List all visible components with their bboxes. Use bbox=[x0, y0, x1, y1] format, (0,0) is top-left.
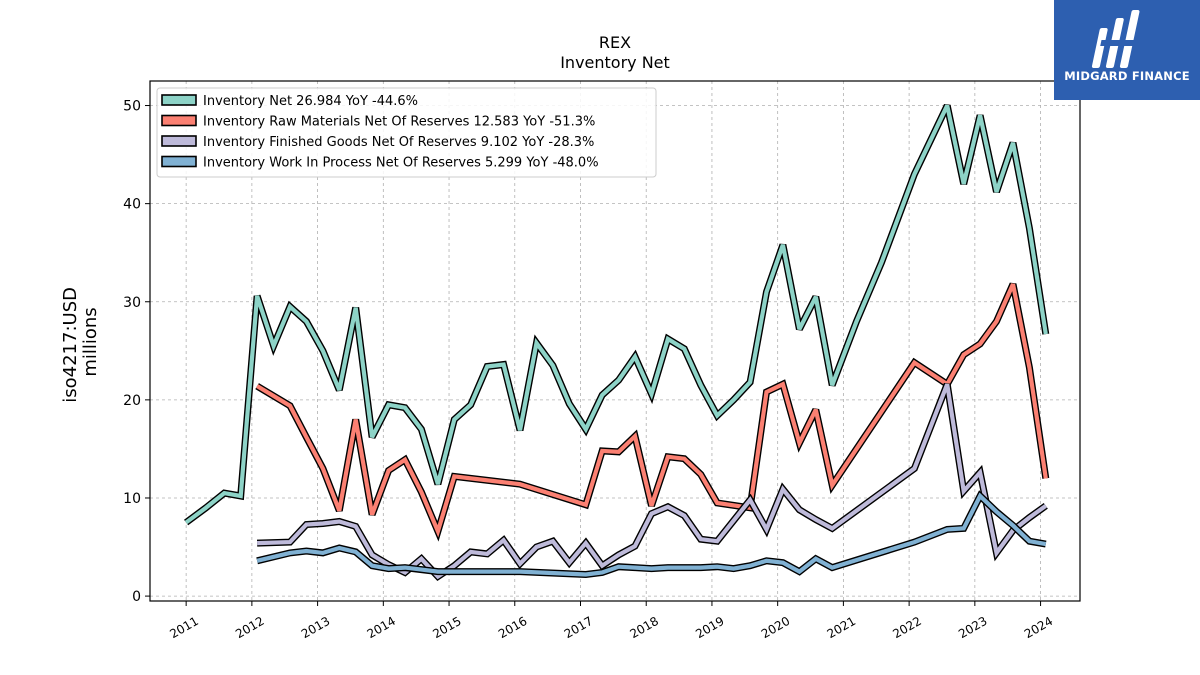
legend-swatch bbox=[161, 155, 197, 168]
series-3-line bbox=[257, 383, 1048, 580]
x-axis-ticks: 2011 2012 2013 2014 2015 2016 2017 2018 2019 2020… bbox=[167, 601, 1055, 641]
legend-label: Inventory Raw Materials Net Of Reserves … bbox=[203, 115, 595, 130]
y-tick-label: 50 bbox=[123, 99, 141, 115]
chart-title: REX bbox=[599, 33, 631, 52]
y-tick-label: 0 bbox=[132, 589, 141, 605]
x-tick-label: 2014 bbox=[365, 614, 398, 641]
series-3-outline bbox=[256, 382, 1048, 582]
legend-label: Inventory Work In Process Net Of Reserve… bbox=[203, 156, 599, 171]
y-tick-label: 40 bbox=[123, 197, 141, 213]
series-1-line bbox=[184, 104, 1048, 525]
y-tick-label: 30 bbox=[123, 295, 141, 311]
brand-mark-icon bbox=[1091, 10, 1140, 68]
chart-subtitle: Inventory Net bbox=[560, 53, 670, 72]
y-axis-label-line-1: iso4217:USD bbox=[60, 287, 81, 403]
x-tick-label: 2012 bbox=[233, 614, 266, 641]
x-tick-label: 2021 bbox=[825, 614, 858, 641]
legend-swatch bbox=[161, 114, 197, 127]
x-tick-label: 2024 bbox=[1022, 614, 1055, 641]
legend-label: Inventory Net 26.984 YoY -44.6% bbox=[203, 94, 418, 109]
x-tick-label: 2019 bbox=[693, 614, 726, 641]
series-2-outline bbox=[255, 282, 1050, 542]
x-tick-label: 2018 bbox=[627, 614, 660, 641]
x-tick-label: 2020 bbox=[759, 614, 792, 641]
y-tick-label: 20 bbox=[123, 393, 141, 409]
y-axis-label-line-2: millions bbox=[80, 307, 101, 376]
x-tick-label: 2017 bbox=[562, 614, 595, 641]
series-4-line bbox=[256, 492, 1047, 577]
series-2-line bbox=[256, 283, 1048, 538]
brand-name: MIDGARD FINANCE bbox=[1064, 69, 1190, 83]
legend: Inventory Net 26.984 YoY -44.6% Inventory… bbox=[156, 87, 657, 178]
legend-swatch bbox=[161, 94, 197, 106]
brand-logo: MIDGARD FINANCE bbox=[1054, 0, 1200, 100]
x-tick-label: 2011 bbox=[167, 614, 200, 641]
series-lines bbox=[184, 103, 1050, 582]
legend-box bbox=[156, 87, 657, 178]
x-tick-label: 2022 bbox=[890, 614, 923, 641]
plot-frame bbox=[149, 80, 1081, 602]
y-tick-label: 10 bbox=[123, 491, 141, 507]
x-tick-label: 2016 bbox=[496, 614, 529, 641]
y-axis-ticks: 0 10 20 30 40 50 bbox=[123, 99, 150, 605]
x-tick-label: 2023 bbox=[956, 614, 989, 641]
x-tick-label: 2013 bbox=[299, 614, 332, 641]
legend-label: Inventory Finished Goods Net Of Reserves… bbox=[203, 135, 594, 150]
legend-swatch bbox=[161, 135, 197, 147]
y-axis-label: iso4217:USD millions bbox=[60, 281, 101, 402]
x-tick-label: 2015 bbox=[430, 614, 463, 641]
